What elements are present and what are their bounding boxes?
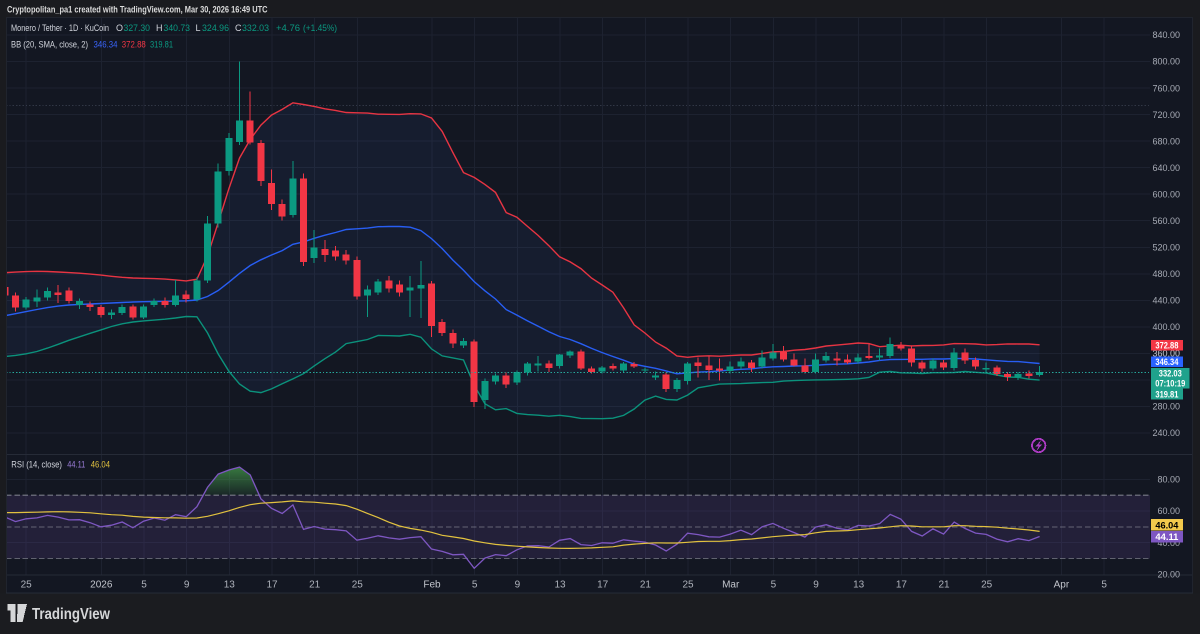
svg-text:346.34: 346.34 [1155, 357, 1178, 367]
svg-text:60.00: 60.00 [1157, 506, 1180, 516]
svg-text:+4.76: +4.76 [276, 23, 300, 33]
svg-text:5: 5 [141, 580, 147, 591]
svg-text:800.00: 800.00 [1152, 57, 1180, 67]
svg-text:Monero / Tether · 1D · KuCoin: Monero / Tether · 1D · KuCoin [11, 23, 109, 33]
svg-text:319.81: 319.81 [150, 40, 173, 50]
svg-text:25: 25 [981, 580, 993, 591]
svg-text:RSI (14, close): RSI (14, close) [11, 460, 62, 470]
svg-text:44.11: 44.11 [1155, 532, 1178, 542]
svg-text:600.00: 600.00 [1152, 189, 1180, 199]
svg-text:840.00: 840.00 [1152, 30, 1180, 40]
svg-text:340.73: 340.73 [164, 23, 191, 33]
svg-text:46.04: 46.04 [1155, 520, 1178, 530]
svg-text:240.00: 240.00 [1152, 428, 1180, 438]
svg-text:9: 9 [813, 580, 819, 591]
svg-text:(+1.45%): (+1.45%) [303, 23, 337, 33]
svg-text:13: 13 [224, 580, 236, 591]
svg-text:13: 13 [554, 580, 566, 591]
svg-text:17: 17 [597, 580, 609, 591]
svg-text:20.00: 20.00 [1157, 570, 1180, 580]
svg-text:720.00: 720.00 [1152, 110, 1180, 120]
svg-text:H: H [156, 23, 163, 33]
svg-text:46.04: 46.04 [91, 460, 110, 470]
svg-text:346.34: 346.34 [94, 40, 118, 50]
svg-text:5: 5 [771, 580, 777, 591]
svg-text:Feb: Feb [423, 580, 441, 591]
svg-text:400.00: 400.00 [1152, 322, 1180, 332]
svg-text:21: 21 [309, 580, 321, 591]
svg-text:25: 25 [21, 580, 33, 591]
svg-text:21: 21 [640, 580, 652, 591]
svg-text:2026: 2026 [90, 580, 113, 591]
svg-text:360.00: 360.00 [1152, 349, 1180, 359]
svg-text:C: C [235, 23, 242, 33]
svg-text:9: 9 [515, 580, 521, 591]
svg-text:324.96: 324.96 [202, 23, 229, 33]
svg-text:40.00: 40.00 [1157, 538, 1180, 548]
svg-text:17: 17 [266, 580, 278, 591]
svg-text:332.03: 332.03 [1159, 368, 1182, 378]
svg-text:560.00: 560.00 [1152, 216, 1180, 226]
svg-text:760.00: 760.00 [1152, 83, 1180, 93]
svg-text:BB (20, SMA, close, 2): BB (20, SMA, close, 2) [11, 40, 88, 50]
svg-text:680.00: 680.00 [1152, 136, 1180, 146]
svg-text:640.00: 640.00 [1152, 163, 1180, 173]
svg-text:Cryptopolitan_pa1 created with: Cryptopolitan_pa1 created with TradingVi… [7, 4, 268, 15]
svg-text:L: L [196, 23, 201, 33]
svg-text:319.81: 319.81 [1155, 389, 1178, 399]
svg-text:Apr: Apr [1054, 580, 1070, 591]
svg-text:9: 9 [184, 580, 190, 591]
svg-text:440.00: 440.00 [1152, 296, 1180, 306]
svg-text:25: 25 [682, 580, 694, 591]
svg-text:5: 5 [472, 580, 478, 591]
svg-text:21: 21 [938, 580, 950, 591]
svg-text:5: 5 [1101, 580, 1107, 591]
svg-text:327.30: 327.30 [124, 23, 151, 33]
svg-text:17: 17 [896, 580, 908, 591]
svg-text:13: 13 [853, 580, 865, 591]
svg-text:O: O [116, 23, 123, 33]
svg-text:360.00: 360.00 [1152, 349, 1180, 359]
svg-text:80.00: 80.00 [1157, 475, 1180, 485]
svg-text:TradingView: TradingView [32, 606, 111, 623]
svg-text:372.88: 372.88 [122, 40, 146, 50]
svg-text:480.00: 480.00 [1152, 269, 1180, 279]
svg-text:520.00: 520.00 [1152, 243, 1180, 253]
svg-text:25: 25 [352, 580, 364, 591]
svg-text:372.88: 372.88 [1155, 341, 1178, 351]
svg-text:44.11: 44.11 [67, 460, 85, 470]
svg-text:07:10:19: 07:10:19 [1155, 378, 1185, 388]
svg-text:332.03: 332.03 [242, 23, 269, 33]
svg-text:280.00: 280.00 [1152, 402, 1180, 412]
svg-text:Mar: Mar [722, 580, 740, 591]
